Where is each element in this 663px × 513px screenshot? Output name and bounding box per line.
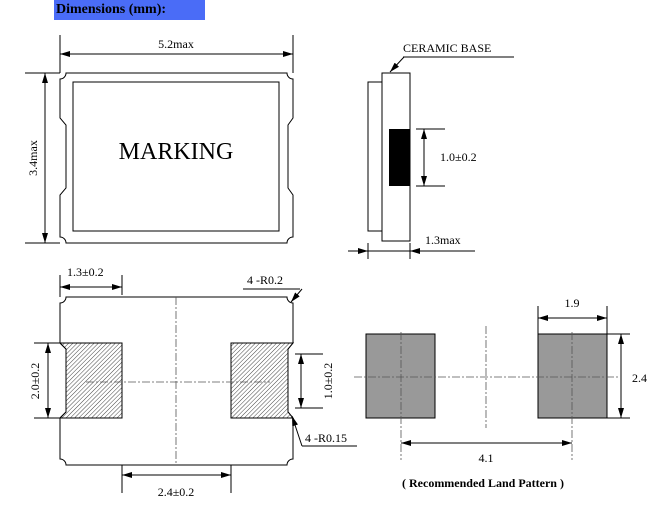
electrode-label: 1.0±0.2 [440,150,477,164]
land-pad-right [537,333,608,419]
right-pad [230,342,295,419]
height-label: 2.0±0.2 [28,363,42,400]
thickness-label: 1.3max [425,233,461,247]
corner-radius-label: 4 -R0.2 [247,273,283,287]
pad-notch-label: 1.0±0.2 [321,363,335,400]
land-pattern-caption: ( Recommended Land Pattern ) [402,476,564,490]
width-label: 5.2max [158,37,194,51]
gap-label: 2.4±0.2 [158,485,195,499]
land-pad-width-label: 1.9 [565,296,580,310]
pad-width-label: 1.3±0.2 [67,265,104,279]
inner-radius-label: 4 -R0.15 [305,431,347,445]
land-pad-height-label: 2.4 [632,371,647,385]
lid [367,81,383,232]
marking-area [72,81,280,232]
left-pad [58,342,123,419]
land-pattern: 1.9 2.4 4.1 ( Recommended Land Pattern ) [354,296,647,490]
electrode [389,129,410,186]
top-view-outline [59,72,294,244]
side-view: CERAMIC BASE 1.0±0.2 1.3max [348,41,514,259]
marking-text: MARKING [119,139,234,165]
bottom-view: 1.3±0.2 4 -R0.2 2.0±0.2 1.0±0.2 4 -R0.15… [28,265,357,499]
pitch-label: 4.1 [479,451,494,465]
height-label: 3.4max [26,140,40,176]
top-view: MARKING 5.2max 3.4max [25,35,294,244]
ceramic-base-label: CERAMIC BASE [403,41,491,55]
land-pad-left [365,333,436,419]
dimensions-title: Dimensions (mm): [54,0,205,20]
bottom-view-outline [59,296,294,466]
